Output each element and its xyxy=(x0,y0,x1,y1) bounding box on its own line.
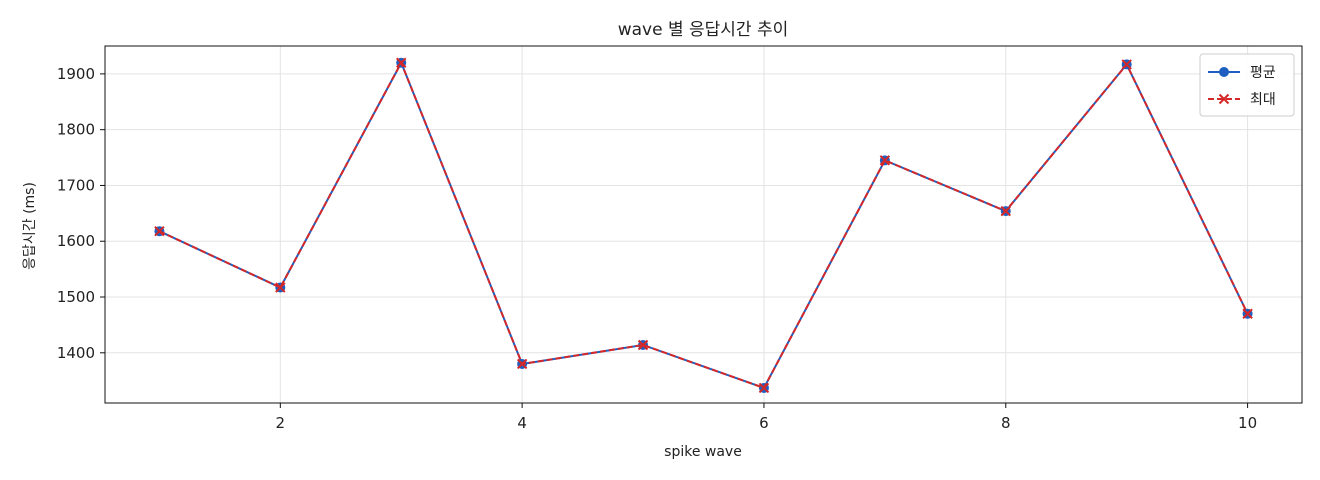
series-1 xyxy=(154,57,1253,394)
x-tick-label: 4 xyxy=(517,414,527,432)
data-point xyxy=(637,339,649,351)
chart-title: wave 별 응답시간 추이 xyxy=(618,20,789,40)
legend-label: 평균 xyxy=(1250,65,1276,81)
data-point xyxy=(396,57,407,68)
legend-box xyxy=(1199,53,1295,117)
legend-label: 최대 xyxy=(1250,92,1276,108)
series-line xyxy=(158,60,1249,390)
data-point xyxy=(879,155,891,166)
x-tick-label: 10 xyxy=(1238,414,1257,432)
y-tick-label: 1500 xyxy=(57,288,95,306)
y-tick-label: 1700 xyxy=(57,176,95,194)
data-point xyxy=(1000,205,1011,217)
series-line xyxy=(158,60,1249,390)
y-tick-label: 1600 xyxy=(57,232,95,250)
data-point xyxy=(1242,308,1253,319)
y-tick-label: 1900 xyxy=(57,65,95,83)
data-point xyxy=(758,382,770,394)
data-point xyxy=(275,282,286,293)
legend-item: 최대 xyxy=(1208,92,1276,108)
legend-item: 평균 xyxy=(1208,65,1276,81)
data-point xyxy=(1121,59,1132,70)
data-point xyxy=(516,358,528,370)
y-tick-label: 1800 xyxy=(57,121,95,139)
x-tick-label: 2 xyxy=(276,414,286,432)
series xyxy=(154,57,1253,394)
axis-ticks: 2 4 6 8 10 1400 1500 1600 1700 1800 1900 xyxy=(57,65,1257,432)
y-axis-label: 응답시간 (ms) xyxy=(22,182,38,270)
legend-marker xyxy=(1218,93,1230,105)
data-point xyxy=(154,225,165,237)
y-tick-label: 1400 xyxy=(57,344,95,362)
grid xyxy=(105,46,1302,403)
x-tick-label: 8 xyxy=(1001,414,1011,432)
x-axis-label: spike wave xyxy=(664,444,742,460)
series-0 xyxy=(154,57,1253,393)
plot-area xyxy=(104,45,1303,404)
x-tick-label: 6 xyxy=(759,414,769,432)
legend-marker xyxy=(1219,67,1229,77)
